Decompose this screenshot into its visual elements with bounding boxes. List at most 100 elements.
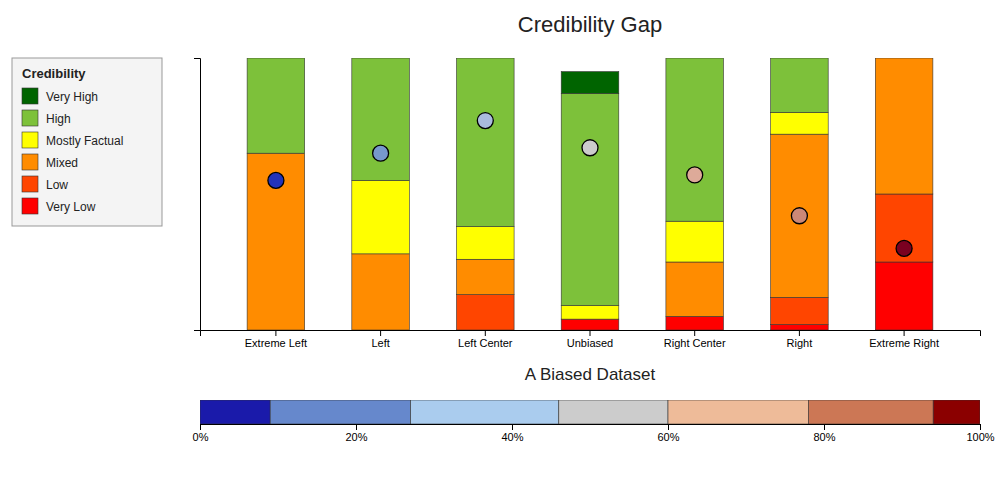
bar-segment [875,58,933,59]
colorbar-segment [200,400,270,424]
bar-segment [771,58,829,112]
legend: CredibilityVery HighHighMostly FactualMi… [12,58,162,226]
legend-item: High [22,110,71,126]
colorbar-segment [808,400,933,424]
colorbar [200,400,980,424]
tick-label: Right [787,337,813,349]
bar-segment [247,153,305,330]
bar-segment [457,58,515,227]
bar-segment [666,316,724,330]
colorbar-axis: 0% 20% 40% 60% 80% 100% [193,424,995,443]
axis-line [194,59,201,331]
y-axis [194,59,201,331]
tick-mark [668,424,669,430]
tick-mark [485,330,486,336]
dot [268,172,284,188]
tick-label: 0% [193,431,209,443]
bar-segment [561,319,619,330]
bar-segment [352,254,410,330]
bars [247,58,933,330]
bar-segment [352,58,410,180]
tick: Left Center [458,330,513,349]
bar-segment [875,58,933,59]
legend-label: Mixed [46,156,78,170]
axis-line [201,331,981,337]
bar-segment [457,259,515,294]
tick: 0% [193,424,209,443]
bar-segment [457,227,515,260]
tick: Right [787,330,813,349]
bar-segment [457,58,515,59]
bar-segment [875,58,933,194]
bar-segment [561,93,619,305]
bar-segment [771,134,829,297]
chart: Credibility GapExtreme LeftLeftLeft Cent… [0,0,1000,500]
tick-label: Left Center [458,337,513,349]
bar-segment [457,295,515,330]
colorbar-segment [411,400,559,424]
colorbar-segment [559,400,668,424]
tick-mark [512,424,513,430]
x-axis: Extreme LeftLeftLeft CenterUnbiasedRight… [201,330,981,349]
bar-segment [875,262,933,330]
bar-segment [561,306,619,320]
subtitle: A Biased Dataset [525,365,656,384]
tick: 60% [657,424,679,443]
dot [373,145,389,161]
dot [687,167,703,183]
tick-mark [980,424,981,430]
tick: 20% [345,424,367,443]
dot [582,140,598,156]
legend-label: High [46,112,71,126]
tick-mark [799,330,800,336]
dot [477,113,493,129]
legend-swatch [22,176,38,192]
bar-segment [666,58,724,59]
legend-item: Mostly Factual [22,132,123,148]
tick-label: 80% [813,431,835,443]
tick: 40% [501,424,523,443]
legend-swatch [22,198,38,214]
bar-segment [771,325,829,330]
tick-mark [200,424,201,430]
tick-label: 100% [966,431,994,443]
tick-mark [694,330,695,336]
legend-swatch [22,88,38,104]
dot [791,208,807,224]
bar-segment [771,58,829,59]
legend-item: Very High [22,88,98,104]
tick-mark [380,330,381,336]
tick: Left [371,330,389,349]
legend-swatch [22,110,38,126]
bar-segment [666,262,724,316]
dots [268,113,912,257]
tick: Right Center [664,330,726,349]
colorbar-segment [933,400,980,424]
tick-label: Extreme Right [869,337,939,349]
bar-segment [247,58,305,153]
tick-label: 40% [501,431,523,443]
bar-segment [352,58,410,59]
legend-item: Low [22,176,68,192]
tick-label: Right Center [664,337,726,349]
tick-mark [590,330,591,336]
bar-segment [875,194,933,262]
tick-label: Left [371,337,389,349]
tick: Extreme Right [869,330,939,349]
tick-label: 60% [657,431,679,443]
legend-item: Very Low [22,198,96,214]
bar-segment [666,58,724,221]
plot-area [247,58,933,330]
legend-label: Very Low [46,200,96,214]
colorbar-segment [270,400,410,424]
colorbar-segment [668,400,808,424]
axis-line [201,425,981,431]
legend-box [12,58,162,226]
legend-swatch [22,132,38,148]
tick-mark [904,330,905,336]
tick-mark [356,424,357,430]
bar-segment [561,72,619,94]
tick: 100% [966,424,994,443]
bar-segment [771,297,829,324]
bar-segment [875,58,933,59]
